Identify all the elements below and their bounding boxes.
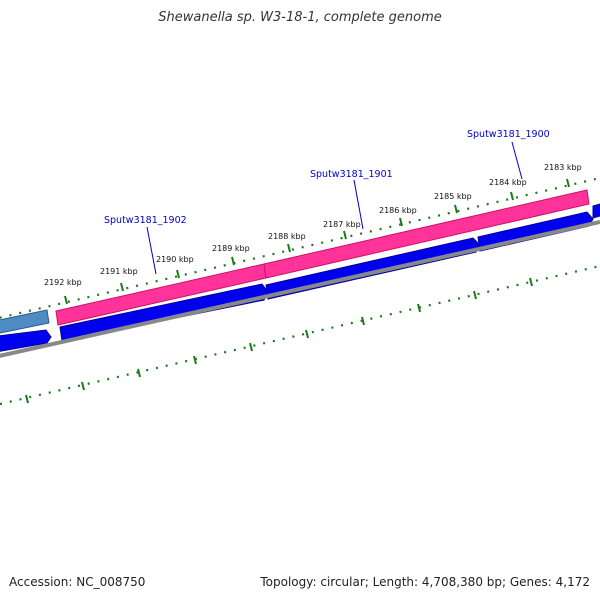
gene-arrow-right-edge[interactable] bbox=[592, 203, 600, 219]
tick-label-2183: 2183 kbp bbox=[544, 163, 582, 172]
pink-feature-sputw3181-1901[interactable] bbox=[263, 189, 590, 279]
tick-label-2184: 2184 kbp bbox=[489, 178, 527, 187]
tick-label-2187: 2187 kbp bbox=[323, 220, 361, 229]
feature-track bbox=[0, 189, 590, 335]
genome-title: Shewanella sp. W3-18-1, complete genome bbox=[158, 10, 442, 25]
tick-label-2188: 2188 kbp bbox=[268, 232, 306, 241]
steel-feature-block[interactable] bbox=[0, 309, 50, 335]
tick-label-2185: 2185 kbp bbox=[434, 192, 472, 201]
tick-label-2189: 2189 kbp bbox=[212, 244, 250, 253]
tick-label-2190: 2190 kbp bbox=[156, 255, 194, 264]
gene-label-sputw3181-1902[interactable]: Sputw3181_1902 bbox=[104, 215, 187, 226]
genome-backbone bbox=[0, 220, 600, 358]
gene-arrow-track bbox=[0, 203, 600, 353]
genome-summary-text: Topology: circular; Length: 4,708,380 bp… bbox=[260, 575, 590, 589]
tick-label-2191: 2191 kbp bbox=[100, 267, 138, 276]
gene-labels: Sputw3181_1902 Sputw3181_1901 Sputw3181_… bbox=[104, 129, 550, 275]
accession-text: Accession: NC_008750 bbox=[9, 575, 146, 589]
gene-label-sputw3181-1901[interactable]: Sputw3181_1901 bbox=[310, 169, 393, 180]
tick-label-2192: 2192 kbp bbox=[44, 278, 82, 287]
tick-labels: 2192 kbp 2191 kbp 2190 kbp 2189 kbp 2188… bbox=[44, 163, 582, 287]
tick-label-2186: 2186 kbp bbox=[379, 206, 417, 215]
outer-tick-track bbox=[0, 176, 600, 319]
gene-arrow-left[interactable] bbox=[0, 329, 52, 353]
inner-tick-track bbox=[0, 264, 600, 406]
gene-label-sputw3181-1900[interactable]: Sputw3181_1900 bbox=[467, 129, 550, 140]
